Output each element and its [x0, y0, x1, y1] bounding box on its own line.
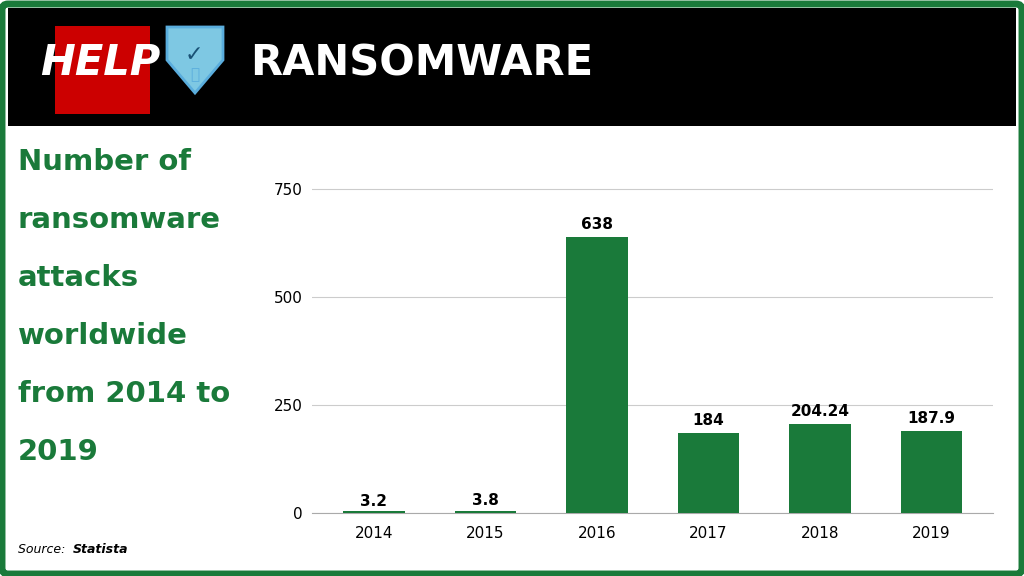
Text: 2019: 2019 — [18, 438, 99, 466]
Text: 3.8: 3.8 — [472, 494, 499, 509]
Text: Statista: Statista — [73, 543, 128, 556]
Text: 204.24: 204.24 — [791, 404, 850, 419]
Bar — [790, 425, 851, 513]
FancyBboxPatch shape — [2, 4, 1022, 574]
Text: HELP: HELP — [40, 42, 160, 84]
Bar — [55, 26, 150, 114]
Text: 3.2: 3.2 — [360, 494, 387, 509]
Text: Source:: Source: — [18, 543, 70, 556]
Bar — [455, 511, 516, 513]
Text: Number of: Number of — [18, 148, 191, 176]
Text: worldwide: worldwide — [18, 322, 187, 350]
Bar — [678, 433, 739, 513]
Text: 187.9: 187.9 — [907, 411, 955, 426]
Bar — [343, 511, 404, 513]
Text: ransomware: ransomware — [18, 206, 221, 234]
Text: from 2014 to: from 2014 to — [18, 380, 230, 408]
Text: 🔒: 🔒 — [190, 67, 200, 82]
Bar — [8, 8, 1016, 126]
Polygon shape — [167, 27, 223, 93]
Text: 638: 638 — [581, 217, 613, 232]
Text: 184: 184 — [692, 413, 724, 428]
Bar — [566, 237, 628, 513]
Text: RANSOMWARE: RANSOMWARE — [250, 42, 593, 84]
Text: ✓: ✓ — [184, 45, 204, 65]
Bar — [901, 431, 963, 513]
Text: attacks: attacks — [18, 264, 139, 292]
